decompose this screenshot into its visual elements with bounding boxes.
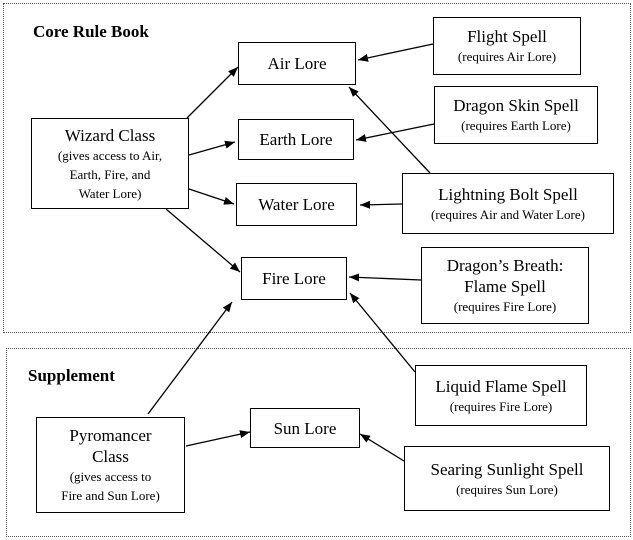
arrow-lightning-to-air-lore xyxy=(348,86,431,174)
pyromancer-note-0: (gives access to xyxy=(69,469,152,484)
arrow-searing-to-sun-lore xyxy=(359,433,405,462)
sun-lore-node: Sun Lore xyxy=(250,408,360,448)
water-lore-node: Water Lore xyxy=(236,183,357,226)
lightning-bolt-spell-node: Lightning Bolt Spell (requires Air and Wa… xyxy=(402,173,614,234)
arrow-wizard-to-air-lore xyxy=(186,66,239,119)
liquid-flame-label-0: Liquid Flame Spell xyxy=(435,376,567,396)
dragons-breath-label-0: Dragon’s Breath: xyxy=(446,256,564,275)
liquid-flame-note-0: (requires Fire Lore) xyxy=(449,398,553,414)
fire-lore-node: Fire Lore xyxy=(241,257,347,300)
flight-note-0: (requires Air Lore) xyxy=(457,49,557,64)
wizard-note-2: Water Lore) xyxy=(78,185,142,201)
arrow-dragon-skin-to-earth-lore xyxy=(355,123,435,142)
flight-spell-node: Flight Spell (requires Air Lore) xyxy=(433,17,581,75)
earth-lore-label-0: Earth Lore xyxy=(259,130,333,149)
lightning-label-0: Lightning Bolt Spell xyxy=(438,184,578,204)
dragons-breath-spell-node: Dragon’s Breath: Flame Spell (requires Fir… xyxy=(421,247,589,324)
earth-lore-node: Earth Lore xyxy=(238,119,354,160)
flight-label-0: Flight Spell xyxy=(467,27,547,46)
dragon-skin-note-0: (requires Earth Lore) xyxy=(461,118,571,133)
searing-label-0: Searing Sunlight Spell xyxy=(430,459,584,479)
wizard-note-0: (gives access to Air, xyxy=(57,147,163,163)
arrow-pyromancer-to-fire-lore xyxy=(147,301,233,415)
arrow-lightning-to-water-lore xyxy=(359,200,403,209)
arrow-liquid-flame-to-fire-lore xyxy=(349,292,416,373)
arrow-wizard-to-fire-lore xyxy=(165,208,241,273)
arrow-wizard-to-earth-lore xyxy=(188,140,236,156)
water-lore-label-0: Water Lore xyxy=(258,195,335,214)
arrow-flight-to-air-lore xyxy=(357,43,434,62)
dragons-breath-label-1: Flame Spell xyxy=(464,277,546,296)
sun-lore-label-0: Sun Lore xyxy=(273,418,337,438)
core-rule-book-section xyxy=(3,3,631,333)
air-lore-label-0: Air Lore xyxy=(267,54,327,73)
supplement-title: Supplement xyxy=(28,366,115,385)
wizard-class-node: Wizard Class (gives access to Air, Earth, … xyxy=(31,118,189,209)
arrow-pyromancer-to-sun-lore xyxy=(185,430,251,447)
wizard-note-1: Earth, Fire, and xyxy=(69,166,151,182)
arrow-dragons-breath-to-fire-lore xyxy=(348,273,422,282)
fire-lore-label-0: Fire Lore xyxy=(262,269,326,288)
arrow-wizard-to-water-lore xyxy=(188,188,235,205)
searing-note-0: (requires Sun Lore) xyxy=(456,481,558,497)
supplement-section xyxy=(6,348,631,537)
dragon-skin-spell-node: Dragon Skin Spell (requires Earth Lore) xyxy=(434,86,598,144)
pyromancer-label-1: Class xyxy=(92,447,129,466)
pyromancer-note-1: Fire and Sun Lore) xyxy=(61,488,160,503)
pyromancer-label-0: Pyromancer xyxy=(69,426,152,445)
pyromancer-class-node: Pyromancer Class (gives access to Fire and … xyxy=(36,417,185,513)
wizard-label-0: Wizard Class xyxy=(64,125,156,145)
core-rule-book-title: Core Rule Book xyxy=(33,22,149,41)
liquid-flame-spell-node: Liquid Flame Spell (requires Fire Lore) xyxy=(415,365,587,426)
dragons-breath-note-0: (requires Fire Lore) xyxy=(453,299,557,314)
air-lore-node: Air Lore xyxy=(238,42,356,85)
dragon-skin-label-0: Dragon Skin Spell xyxy=(453,96,579,115)
searing-sunlight-spell-node: Searing Sunlight Spell (requires Sun Lore… xyxy=(404,446,610,511)
lightning-note-0: (requires Air and Water Lore) xyxy=(431,206,585,222)
